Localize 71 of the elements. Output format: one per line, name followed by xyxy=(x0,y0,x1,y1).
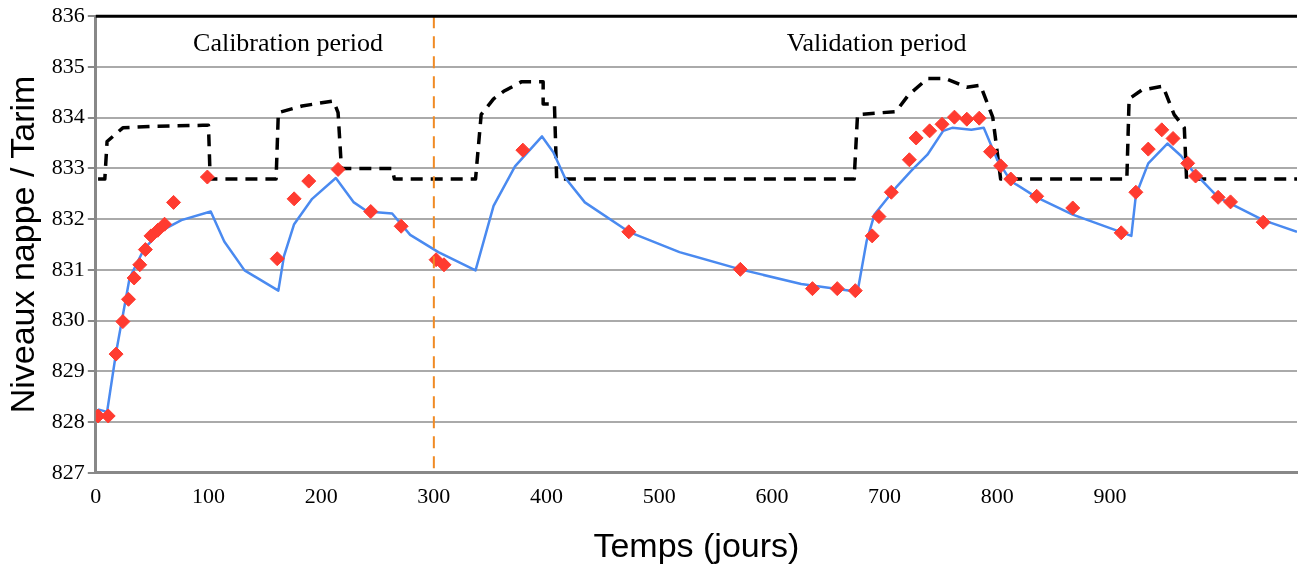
point xyxy=(922,123,938,139)
annotation: Validation period xyxy=(786,28,967,58)
point xyxy=(1255,214,1271,230)
point xyxy=(363,204,379,220)
x-tick-label: 900 xyxy=(1093,482,1127,508)
point xyxy=(108,346,124,362)
point xyxy=(883,184,899,200)
y-tick-label: 828 xyxy=(51,407,85,433)
point xyxy=(301,173,317,189)
point xyxy=(864,228,880,244)
point xyxy=(983,144,998,160)
x-tick-label: 300 xyxy=(417,482,451,508)
x-tick-label: 200 xyxy=(304,482,338,508)
y-tick-label: 832 xyxy=(51,204,85,230)
point xyxy=(126,270,142,286)
point xyxy=(1188,168,1204,184)
point xyxy=(132,257,148,273)
point xyxy=(137,242,153,258)
point xyxy=(971,110,987,126)
y-tick-label: 834 xyxy=(51,103,85,129)
point xyxy=(1154,122,1170,138)
point xyxy=(829,281,845,297)
point xyxy=(847,283,863,299)
x-tick-label: 0 xyxy=(90,482,102,508)
point xyxy=(1113,225,1129,241)
point xyxy=(1029,188,1045,204)
point xyxy=(871,209,887,225)
x-tick-label: 400 xyxy=(530,482,564,508)
point xyxy=(436,257,452,273)
y-tick-label: 829 xyxy=(51,357,85,383)
point xyxy=(959,111,975,127)
point xyxy=(115,314,131,330)
point xyxy=(1128,184,1144,200)
y-tick-label: 835 xyxy=(51,52,85,78)
x-tick-label: 600 xyxy=(755,482,789,508)
point xyxy=(934,116,950,132)
point xyxy=(1003,171,1019,187)
x-axis-title: Temps (jours) xyxy=(593,525,800,564)
y-tick-label: 831 xyxy=(51,255,85,281)
y-axis-title: Niveaux nappe / Tarim xyxy=(2,75,41,414)
point xyxy=(286,191,302,207)
point xyxy=(732,261,748,277)
point xyxy=(993,158,1009,174)
point xyxy=(1180,155,1196,171)
point xyxy=(269,251,285,267)
x-tick-label: 100 xyxy=(191,482,225,508)
point xyxy=(330,161,346,177)
x-tick-label: 800 xyxy=(980,482,1014,508)
y-tick-label: 833 xyxy=(51,154,85,180)
point xyxy=(946,109,962,125)
x-tick-label: 700 xyxy=(868,482,902,508)
point xyxy=(515,142,531,158)
point xyxy=(393,218,409,234)
point xyxy=(120,291,136,307)
point xyxy=(199,169,215,185)
point xyxy=(804,281,820,297)
point xyxy=(1065,200,1081,216)
point xyxy=(1223,194,1239,210)
x-tick-label: 500 xyxy=(642,482,676,508)
annotation: Calibration period xyxy=(193,28,383,58)
point xyxy=(621,224,637,240)
point xyxy=(166,194,182,210)
point xyxy=(1165,130,1181,146)
y-tick-label: 827 xyxy=(51,458,85,484)
point xyxy=(901,152,917,168)
point xyxy=(1140,141,1156,157)
point xyxy=(1210,189,1226,205)
point xyxy=(157,216,173,232)
y-tick-label: 830 xyxy=(51,306,85,332)
y-tick-label: 836 xyxy=(51,1,85,27)
point xyxy=(908,130,924,146)
